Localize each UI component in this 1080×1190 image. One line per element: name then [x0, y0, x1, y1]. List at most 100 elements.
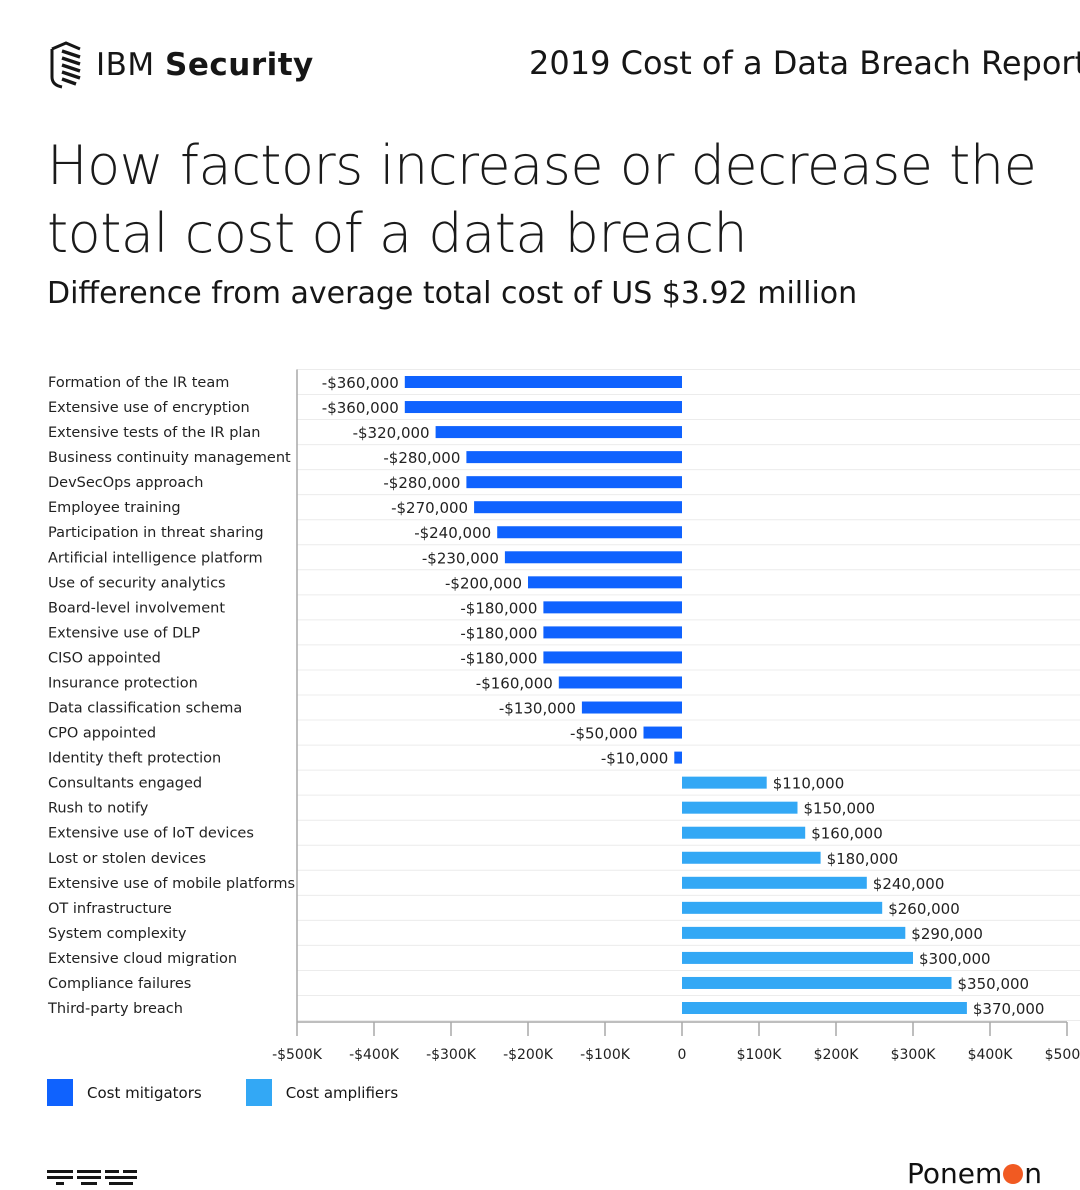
category-label: CPO appointed: [48, 726, 156, 742]
data-label: $240,000: [873, 875, 945, 893]
x-tick-label: $500K: [1045, 1047, 1080, 1063]
x-tick-label: $400K: [968, 1047, 1014, 1063]
category-label: Board-level involvement: [48, 600, 225, 616]
bar-cost-amplifier: [682, 926, 906, 939]
data-label: -$320,000: [353, 424, 430, 442]
bar-cost-amplifier: [682, 826, 806, 839]
ibm-security-shield-icon: [50, 41, 81, 89]
legend-swatch-mitigators: [47, 1079, 73, 1106]
category-label: Identity theft protection: [48, 751, 221, 767]
bar-cost-amplifier: [682, 976, 952, 989]
bar-cost-amplifier: [682, 1002, 967, 1014]
chart-subtitle: Difference from average total cost of US…: [47, 276, 858, 311]
category-label: Data classification schema: [48, 701, 242, 717]
category-label: DevSecOps approach: [48, 475, 203, 491]
category-label: Formation of the IR team: [48, 375, 229, 391]
category-label: Business continuity management: [48, 450, 291, 466]
x-tick-label: $300K: [891, 1047, 937, 1063]
headline-line-1: How factors increase or decrease the: [47, 134, 1037, 197]
category-label: Extensive cloud migration: [48, 951, 237, 967]
bar-cost-mitigator: [528, 576, 682, 589]
data-label: $160,000: [811, 825, 883, 843]
category-label: Extensive use of IoT devices: [48, 826, 254, 842]
category-label: Rush to notify: [48, 801, 149, 817]
data-label: $290,000: [911, 925, 983, 943]
x-tick-label: $100K: [737, 1047, 783, 1063]
legend-item-amplifiers: Cost amplifiers: [245, 1079, 399, 1106]
bar-cost-amplifier: [682, 876, 867, 889]
x-tick-label: -$400K: [349, 1047, 400, 1063]
x-tick-label: -$100K: [580, 1047, 631, 1063]
bar-cost-mitigator: [543, 651, 682, 664]
bar-cost-amplifier: [682, 851, 821, 864]
category-label: Extensive use of DLP: [48, 625, 200, 641]
bar-cost-amplifier: [682, 901, 883, 914]
category-label: CISO appointed: [48, 650, 161, 666]
data-label: -$10,000: [601, 750, 668, 768]
x-tick-label: -$300K: [426, 1047, 477, 1063]
bar-cost-mitigator: [643, 726, 682, 739]
brand-name-light: IBM: [96, 47, 155, 83]
bar-cost-mitigator: [404, 376, 682, 388]
category-label: Lost or stolen devices: [48, 851, 206, 867]
category-label: Compliance failures: [48, 976, 191, 992]
data-label: -$130,000: [499, 700, 576, 718]
data-label: -$160,000: [476, 674, 553, 692]
chart-legend: Cost mitigators Cost amplifiers: [47, 1079, 442, 1106]
bar-cost-mitigator: [497, 526, 682, 539]
bar-cost-mitigator: [674, 751, 682, 764]
x-tick-label: 0: [678, 1047, 687, 1063]
bar-cost-mitigator: [543, 626, 682, 639]
ibm-logo-icon: [47, 1170, 137, 1185]
category-label: Insurance protection: [48, 675, 198, 691]
category-label: Consultants engaged: [48, 776, 202, 792]
data-label: -$270,000: [391, 499, 468, 517]
category-label: Third-party breach: [47, 1001, 183, 1017]
category-label: Extensive tests of the IR plan: [48, 425, 261, 441]
data-label: -$280,000: [383, 474, 460, 492]
category-label: OT infrastructure: [48, 901, 172, 917]
bar-chart: -$500K -$400K -$300K -$200K -$100K 0 $100K $200…: [47, 368, 1080, 1063]
brand-name-bold: Security: [165, 47, 314, 83]
x-tick-label: $200K: [814, 1047, 860, 1063]
category-label: Use of security analytics: [48, 575, 226, 591]
data-label: -$200,000: [445, 574, 522, 592]
chart-headline: How factors increase or decrease the tot…: [47, 132, 1037, 268]
data-label: -$50,000: [570, 725, 637, 743]
bar-cost-amplifier: [682, 801, 798, 814]
headline-line-2: total cost of a data breach: [47, 202, 748, 265]
ponemon-logo: Ponem n: [907, 1157, 1042, 1190]
bar-cost-mitigator: [466, 476, 682, 489]
legend-item-mitigators: Cost mitigators: [47, 1079, 202, 1106]
data-label: -$280,000: [383, 449, 460, 467]
bar-cost-mitigator: [404, 401, 682, 414]
data-label: -$230,000: [422, 549, 499, 567]
legend-label-amplifiers: Cost amplifiers: [285, 1083, 399, 1102]
bar-cost-mitigator: [435, 426, 682, 439]
bar-cost-amplifier: [682, 951, 913, 964]
x-tick-label: -$500K: [272, 1047, 323, 1063]
data-label: -$180,000: [460, 649, 537, 667]
ibm-security-logo: IBM Security: [46, 40, 314, 90]
bar-cost-mitigator: [474, 501, 682, 514]
data-label: $180,000: [827, 850, 899, 868]
data-label: $110,000: [773, 775, 845, 793]
category-label: Artificial intelligence platform: [48, 550, 263, 566]
category-label: Extensive use of mobile platforms: [48, 876, 295, 892]
data-label: -$240,000: [414, 524, 491, 542]
data-label: $150,000: [804, 800, 876, 818]
data-label: $300,000: [919, 950, 991, 968]
report-title: 2019 Cost of a Data Breach Report: [529, 44, 1080, 82]
legend-label-mitigators: Cost mitigators: [87, 1083, 202, 1102]
bar-cost-mitigator: [466, 451, 682, 464]
bar-cost-mitigator: [558, 676, 682, 689]
bar-cost-mitigator: [504, 551, 682, 564]
data-label: -$360,000: [322, 374, 399, 392]
ponemon-dot-icon: [1003, 1164, 1024, 1184]
data-label: -$360,000: [322, 399, 399, 417]
category-label: Employee training: [48, 500, 181, 516]
data-label: $260,000: [888, 900, 960, 918]
x-tick-label: -$200K: [503, 1047, 554, 1063]
data-label: $370,000: [973, 1000, 1045, 1018]
legend-swatch-amplifiers: [245, 1079, 272, 1106]
